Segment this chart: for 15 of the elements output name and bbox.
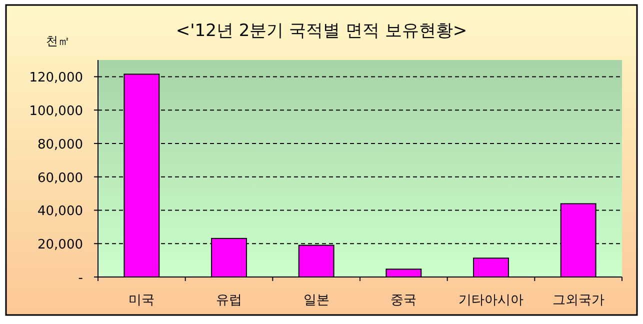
y-tick-label: 20,000 [38, 238, 83, 253]
y-tick-label: 40,000 [38, 204, 83, 220]
y-tick-label: - [78, 271, 84, 286]
x-tick-label: 일본 [303, 293, 330, 308]
y-tick-label: 80,000 [38, 137, 83, 152]
y-axis-title: 천㎡ [46, 34, 70, 48]
chart-title: <'12년 2분기 국적별 면적 보유현황> [176, 21, 468, 41]
x-tick-label: 그외국가 [552, 293, 604, 308]
x-tick-label: 기타아시아 [458, 293, 524, 308]
x-tick-label: 중국 [390, 293, 417, 308]
y-tick-label: 60,000 [38, 170, 83, 186]
x-tick-label: 유럽 [216, 293, 242, 308]
y-tick-label: 100,000 [29, 104, 83, 120]
y-tick-label: 120,000 [29, 70, 83, 86]
x-tick-label: 미국 [128, 293, 155, 308]
